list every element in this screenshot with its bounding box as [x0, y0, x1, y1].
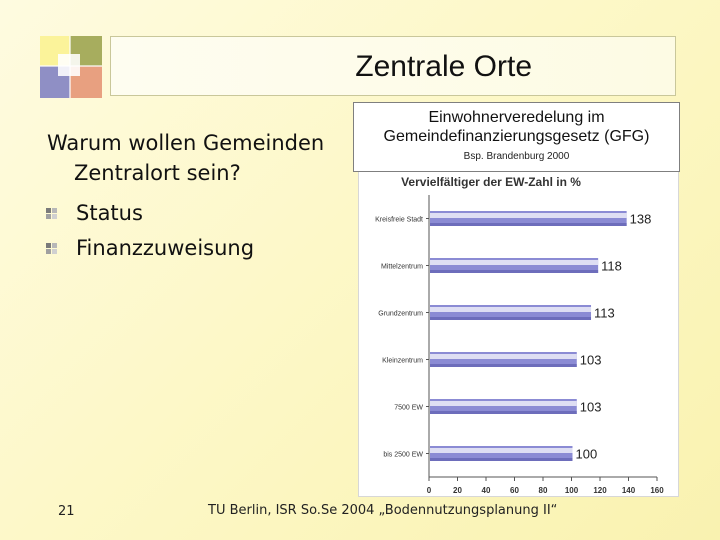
category-label: 7500 EW: [394, 405, 423, 412]
bar-shadow: [430, 458, 573, 461]
x-tick-label: 20: [453, 486, 462, 495]
info-line-3: Bsp. Brandenburg 2000: [463, 151, 570, 162]
question-text: Warum wollen Gemeinden Zentralort sein?: [47, 128, 347, 188]
x-tick-label: 40: [482, 486, 491, 495]
info-line-2: Gemeindefinanzierungsgesetz (GFG): [383, 128, 650, 145]
category-label: Kleinzentrum: [382, 358, 423, 365]
data-label: 138: [630, 212, 652, 227]
data-label: 100: [576, 447, 598, 462]
bar-highlight: [430, 354, 577, 359]
slide-title: Zentrale Orte: [355, 50, 532, 83]
category-label: Mittelzentrum: [381, 264, 423, 271]
bar-highlight: [430, 448, 573, 453]
bullet-text: Finanzzuweisung: [76, 236, 255, 260]
bar-chart: Vervielfältiger der EW-Zahl in % 0 20 40 60 8…: [375, 175, 664, 495]
data-label: 118: [601, 259, 622, 274]
bar-shadow: [430, 317, 592, 320]
chart-panel: Vervielfältiger der EW-Zahl in % 0 20 40 60 8…: [358, 170, 679, 497]
bar-shadow: [430, 223, 627, 226]
x-tick-label: 120: [593, 486, 607, 495]
logo: [40, 36, 102, 98]
x-tick-label: 60: [510, 486, 519, 495]
bullet-text: Status: [76, 201, 143, 225]
category-label: Grundzentrum: [378, 311, 423, 318]
x-tick-label: 140: [622, 486, 636, 495]
chart-title: Vervielfältiger der EW-Zahl in %: [401, 175, 581, 189]
bar-highlight: [430, 307, 592, 312]
bar-shadow: [430, 411, 577, 414]
x-tick-label: 80: [539, 486, 548, 495]
data-label: 103: [580, 353, 602, 368]
bar-shadow: [430, 270, 599, 273]
title-box: [110, 36, 676, 96]
info-box: Einwohnerveredelung im Gemeindefinanzier…: [353, 102, 680, 172]
bar-highlight: [430, 401, 577, 406]
bullet-icon: [46, 208, 57, 219]
category-label: Kreisfreie Stadt: [375, 217, 423, 224]
slide-number: 21: [58, 504, 75, 519]
x-tick-label: 160: [650, 486, 664, 495]
question-line-1: Warum wollen Gemeinden: [47, 131, 325, 155]
bar-highlight: [430, 260, 599, 265]
footer-text: TU Berlin, ISR So.Se 2004 „Bodennutzungs…: [208, 503, 558, 518]
bar-shadow: [430, 364, 577, 367]
data-label: 113: [594, 306, 615, 321]
category-label: bis 2500 EW: [383, 452, 423, 459]
data-label: 103: [580, 400, 602, 415]
x-tick-label: 0: [427, 486, 432, 495]
bar-highlight: [430, 213, 627, 218]
bullet-icon: [46, 243, 57, 254]
info-line-1: Einwohnerveredelung im: [428, 109, 605, 126]
question-line-2: Zentralort sein?: [74, 161, 241, 185]
x-tick-label: 100: [565, 486, 579, 495]
